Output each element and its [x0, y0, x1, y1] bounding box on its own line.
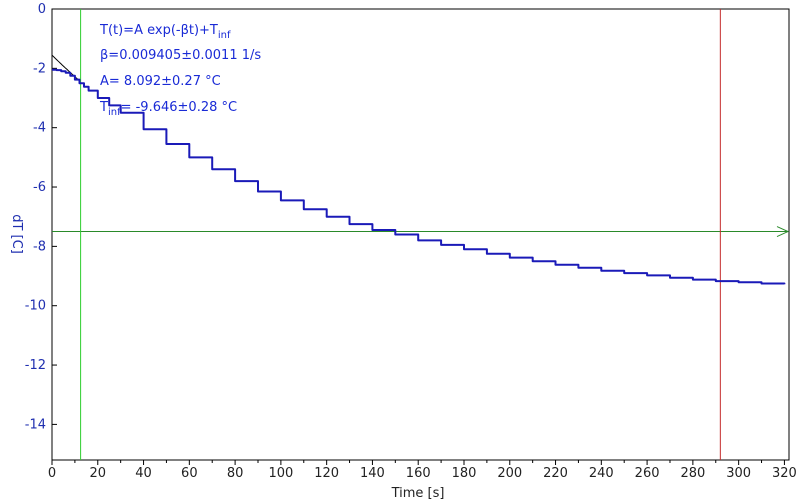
x-tick-label-3: 60	[181, 466, 198, 481]
annotation-tinf-sub: inf	[108, 107, 121, 118]
x-tick-label-13: 260	[635, 466, 660, 481]
x-tick-label-8: 160	[406, 466, 431, 481]
x-tick-label-14: 280	[680, 466, 705, 481]
y-tick-label-1: -2	[33, 61, 46, 76]
x-tick-label-2: 40	[135, 466, 152, 481]
x-tick-label-10: 200	[497, 466, 522, 481]
fit-annotation: T(t)=A exp(-βt)+Tinf β=0.009405±0.0011 1…	[99, 23, 261, 118]
annotation-tinf: Tinf= -9.646±0.28 °C	[99, 100, 237, 118]
y-tick-label-7: -14	[25, 417, 46, 432]
y-tick-label-2: -4	[33, 121, 46, 136]
x-tick-label-4: 80	[227, 466, 244, 481]
x-tick-label-6: 120	[314, 466, 339, 481]
x-axis-label: Time [s]	[391, 486, 445, 501]
y-axis-label: dT [C]	[9, 214, 24, 254]
x-tick-label-9: 180	[452, 466, 477, 481]
data-series-0	[52, 68, 786, 285]
x-tick-label-11: 220	[543, 466, 568, 481]
x-tick-label-15: 300	[726, 466, 751, 481]
plot-area	[51, 8, 790, 461]
x-tick-label-1: 20	[90, 466, 107, 481]
annotation-amplitude: A= 8.092±0.27 °C	[100, 74, 221, 89]
annotation-tinf-main: T	[99, 100, 108, 115]
annotation-equation-main: T(t)=A exp(-βt)+T	[99, 23, 218, 38]
annotation-equation: T(t)=A exp(-βt)+Tinf	[99, 23, 231, 41]
annotation-beta: β=0.009405±0.0011 1/s	[100, 48, 261, 63]
threshold-arrow	[776, 226, 790, 237]
annotation-tinf-rest: = -9.646±0.28 °C	[121, 100, 237, 115]
y-tick-label-3: -6	[33, 180, 46, 195]
y-tick-label-5: -10	[25, 299, 46, 314]
annotation-equation-sub: inf	[218, 30, 231, 41]
x-tick-label-0: 0	[48, 466, 56, 481]
y-tick-label-0: 0	[38, 2, 46, 17]
x-tick-label-16: 320	[772, 466, 797, 481]
x-tick-label-12: 240	[589, 466, 614, 481]
y-tick-label-4: -8	[33, 239, 46, 254]
x-tick-label-7: 140	[360, 466, 385, 481]
x-tick-label-5: 100	[268, 466, 293, 481]
y-tick-label-6: -12	[25, 358, 46, 373]
